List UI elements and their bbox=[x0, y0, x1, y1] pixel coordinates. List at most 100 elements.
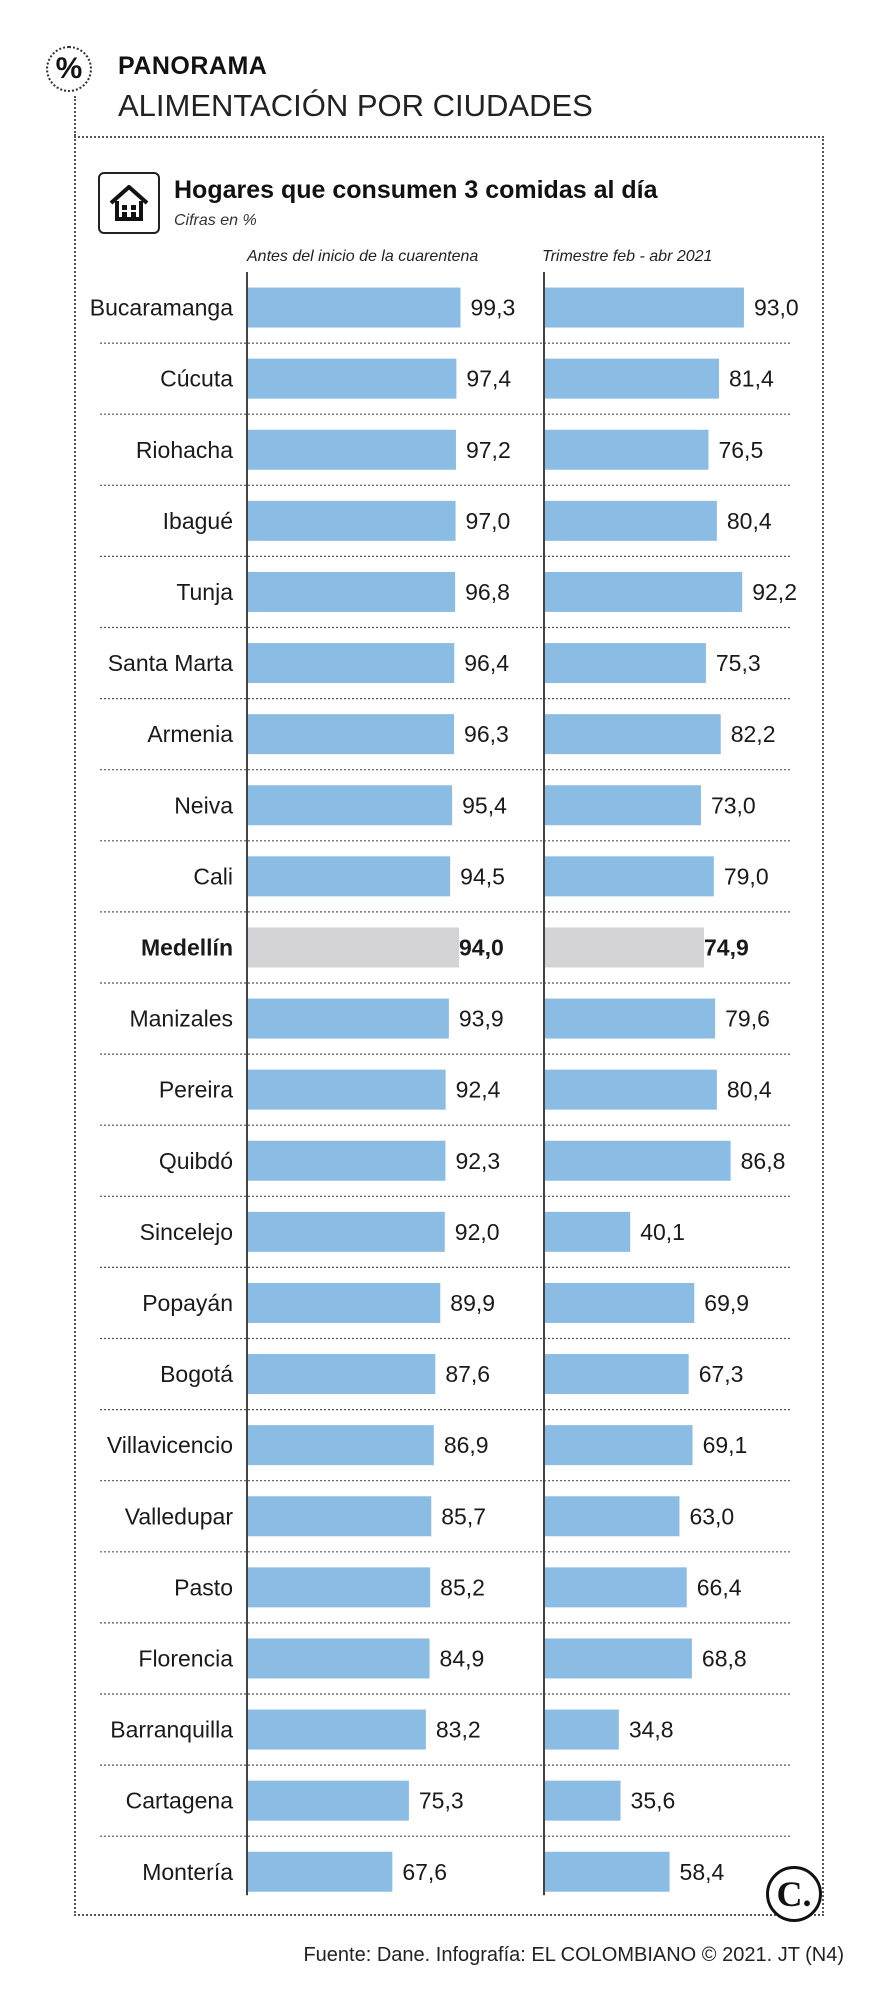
value-label-series-2: 92,2 bbox=[752, 579, 797, 605]
city-label: Manizales bbox=[129, 1006, 233, 1032]
chart-subtitle: Cifras en % bbox=[174, 212, 257, 229]
value-label-series-2: 69,9 bbox=[704, 1290, 749, 1316]
source-credit: Fuente: Dane. Infografía: EL COLOMBIANO … bbox=[303, 1944, 844, 1966]
bar-series-1 bbox=[247, 856, 451, 897]
bar-series-2 bbox=[544, 1211, 631, 1252]
el-colombiano-logo: C. bbox=[766, 1866, 822, 1922]
value-label-series-1: 85,2 bbox=[440, 1574, 485, 1600]
bar-series-2 bbox=[544, 1709, 619, 1750]
series-2-heading: Trimestre feb - abr 2021 bbox=[542, 248, 713, 265]
bar-series-1 bbox=[247, 1140, 446, 1181]
value-label-series-2: 68,8 bbox=[702, 1645, 747, 1671]
value-label-series-2: 34,8 bbox=[629, 1717, 674, 1743]
bar-series-2 bbox=[544, 1780, 621, 1821]
value-label-series-1: 92,0 bbox=[455, 1219, 500, 1245]
value-label-series-2: 74,9 bbox=[704, 934, 749, 960]
value-label-series-1: 93,9 bbox=[459, 1006, 504, 1032]
bar-series-2 bbox=[544, 358, 720, 399]
bar-series-1 bbox=[247, 1354, 436, 1395]
value-label-series-2: 79,6 bbox=[725, 1006, 770, 1032]
value-label-series-1: 96,4 bbox=[464, 650, 509, 676]
city-label: Tunja bbox=[176, 579, 233, 605]
value-label-series-1: 87,6 bbox=[445, 1361, 490, 1387]
city-label: Popayán bbox=[142, 1290, 233, 1316]
bar-series-2 bbox=[544, 785, 701, 826]
city-label: Neiva bbox=[174, 792, 233, 818]
city-label: Riohacha bbox=[136, 437, 233, 463]
city-label: Medellín bbox=[141, 934, 233, 960]
city-label: Montería bbox=[142, 1859, 233, 1885]
bar-series-1 bbox=[247, 1709, 426, 1750]
bar-series-1 bbox=[247, 500, 456, 541]
bar-series-1 bbox=[247, 714, 455, 755]
value-label-series-1: 97,0 bbox=[466, 508, 511, 534]
value-label-series-2: 66,4 bbox=[697, 1574, 742, 1600]
bar-series-2 bbox=[544, 1282, 695, 1323]
value-label-series-1: 92,3 bbox=[455, 1148, 500, 1174]
value-label-series-2: 80,4 bbox=[727, 1077, 772, 1103]
value-label-series-1: 97,2 bbox=[466, 437, 511, 463]
value-label-series-2: 80,4 bbox=[727, 508, 772, 534]
city-label: Quibdó bbox=[159, 1148, 233, 1174]
bar-series-2 bbox=[544, 643, 706, 684]
city-label: Ibagué bbox=[163, 508, 233, 534]
value-label-series-1: 96,3 bbox=[464, 721, 509, 747]
value-label-series-1: 85,7 bbox=[441, 1503, 486, 1529]
bar-series-2 bbox=[544, 1354, 689, 1395]
city-label: Valledupar bbox=[125, 1503, 234, 1529]
bar-series-2 bbox=[544, 1140, 731, 1181]
value-label-series-1: 84,9 bbox=[440, 1645, 485, 1671]
bar-series-2 bbox=[544, 1496, 680, 1537]
bar-series-1 bbox=[247, 1780, 409, 1821]
bar-series-1 bbox=[247, 1069, 446, 1110]
value-label-series-2: 40,1 bbox=[640, 1219, 685, 1245]
value-label-series-2: 93,0 bbox=[754, 295, 799, 321]
bar-series-1 bbox=[247, 1425, 434, 1466]
value-label-series-1: 94,5 bbox=[460, 863, 505, 889]
city-label: Sincelejo bbox=[140, 1219, 233, 1245]
bar-series-1 bbox=[247, 1496, 432, 1537]
bar-series-1 bbox=[247, 998, 449, 1039]
city-label: Pasto bbox=[174, 1574, 233, 1600]
value-label-series-2: 81,4 bbox=[729, 366, 774, 392]
series-1-heading: Antes del inicio de la cuarentena bbox=[247, 248, 479, 265]
section-kicker: PANORAMA bbox=[118, 52, 268, 80]
bar-series-1 bbox=[247, 429, 456, 470]
bar-series-1 bbox=[247, 1567, 431, 1608]
city-label: Cúcuta bbox=[160, 366, 233, 392]
bar-series-2 bbox=[544, 1425, 693, 1466]
bar-series-1 bbox=[247, 1282, 441, 1323]
bar-series-2 bbox=[544, 287, 744, 328]
value-label-series-1: 94,0 bbox=[459, 934, 504, 960]
bar-series-1 bbox=[247, 287, 461, 328]
value-label-series-2: 82,2 bbox=[731, 721, 776, 747]
bar-series-2 bbox=[544, 500, 717, 541]
bar-series-2 bbox=[544, 856, 714, 897]
city-label: Cartagena bbox=[126, 1788, 234, 1814]
city-label: Bucaramanga bbox=[90, 295, 233, 321]
city-label: Barranquilla bbox=[110, 1717, 233, 1743]
value-label-series-1: 92,4 bbox=[456, 1077, 501, 1103]
house-icon bbox=[98, 172, 160, 234]
value-label-series-1: 75,3 bbox=[419, 1788, 464, 1814]
value-label-series-2: 73,0 bbox=[711, 792, 756, 818]
bar-series-1 bbox=[247, 785, 453, 826]
chart-title: Hogares que consumen 3 comidas al día bbox=[174, 176, 658, 204]
bar-series-1 bbox=[247, 1638, 430, 1679]
header-leader-line bbox=[74, 96, 76, 136]
value-label-series-1: 96,8 bbox=[465, 579, 510, 605]
value-label-series-2: 86,8 bbox=[741, 1148, 786, 1174]
bar-series-2 bbox=[544, 1567, 687, 1608]
value-label-series-1: 67,6 bbox=[402, 1859, 447, 1885]
value-label-series-2: 76,5 bbox=[718, 437, 763, 463]
bar-series-1 bbox=[247, 643, 455, 684]
value-label-series-2: 63,0 bbox=[689, 1503, 734, 1529]
city-label: Armenia bbox=[147, 721, 233, 747]
value-label-series-2: 35,6 bbox=[631, 1788, 676, 1814]
value-label-series-2: 69,1 bbox=[703, 1432, 748, 1458]
bar-series-1 bbox=[247, 1211, 445, 1252]
city-label: Bogotá bbox=[160, 1361, 233, 1387]
bar-series-1 bbox=[247, 571, 456, 612]
value-label-series-2: 67,3 bbox=[699, 1361, 744, 1387]
